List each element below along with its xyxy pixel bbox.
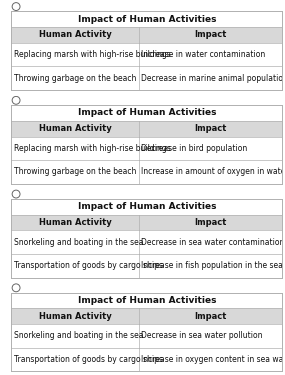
Text: Increase in fish population in the sea: Increase in fish population in the sea (141, 261, 283, 270)
Text: Replacing marsh with high-rise buildings: Replacing marsh with high-rise buildings (14, 50, 171, 59)
FancyBboxPatch shape (11, 308, 282, 324)
Text: Human Activity: Human Activity (39, 218, 111, 227)
FancyBboxPatch shape (11, 214, 282, 230)
Text: Human Activity: Human Activity (39, 312, 111, 321)
Text: Impact of Human Activities: Impact of Human Activities (78, 296, 216, 305)
Text: Increase in water contamination: Increase in water contamination (141, 50, 266, 59)
Text: Human Activity: Human Activity (39, 124, 111, 133)
Text: Impact of Human Activities: Impact of Human Activities (78, 15, 216, 24)
Text: Throwing garbage on the beach: Throwing garbage on the beach (14, 167, 137, 177)
Text: Decrease in sea water contamination: Decrease in sea water contamination (141, 238, 285, 247)
Text: Decrease in bird population: Decrease in bird population (141, 144, 248, 153)
FancyBboxPatch shape (11, 121, 282, 136)
Text: Replacing marsh with high-rise buildings: Replacing marsh with high-rise buildings (14, 144, 171, 153)
Text: Impact: Impact (194, 30, 227, 39)
Text: Decrease in sea water pollution: Decrease in sea water pollution (141, 332, 263, 340)
Text: Transportation of goods by cargo ships: Transportation of goods by cargo ships (14, 355, 163, 364)
Text: Snorkeling and boating in the sea: Snorkeling and boating in the sea (14, 332, 144, 340)
Text: Increase in amount of oxygen in water: Increase in amount of oxygen in water (141, 167, 285, 177)
Text: Snorkeling and boating in the sea: Snorkeling and boating in the sea (14, 238, 144, 247)
Text: Impact: Impact (194, 218, 227, 227)
Text: Throwing garbage on the beach: Throwing garbage on the beach (14, 74, 137, 83)
Text: Increase in oxygen content in sea water: Increase in oxygen content in sea water (141, 355, 285, 364)
Text: Impact: Impact (194, 312, 227, 321)
Text: Impact: Impact (194, 124, 227, 133)
Text: Impact of Human Activities: Impact of Human Activities (78, 202, 216, 211)
Text: Impact of Human Activities: Impact of Human Activities (78, 108, 216, 117)
Text: Transportation of goods by cargo ships: Transportation of goods by cargo ships (14, 261, 163, 270)
Text: Decrease in marine animal population: Decrease in marine animal population (141, 74, 285, 83)
Text: Human Activity: Human Activity (39, 30, 111, 39)
FancyBboxPatch shape (11, 27, 282, 43)
